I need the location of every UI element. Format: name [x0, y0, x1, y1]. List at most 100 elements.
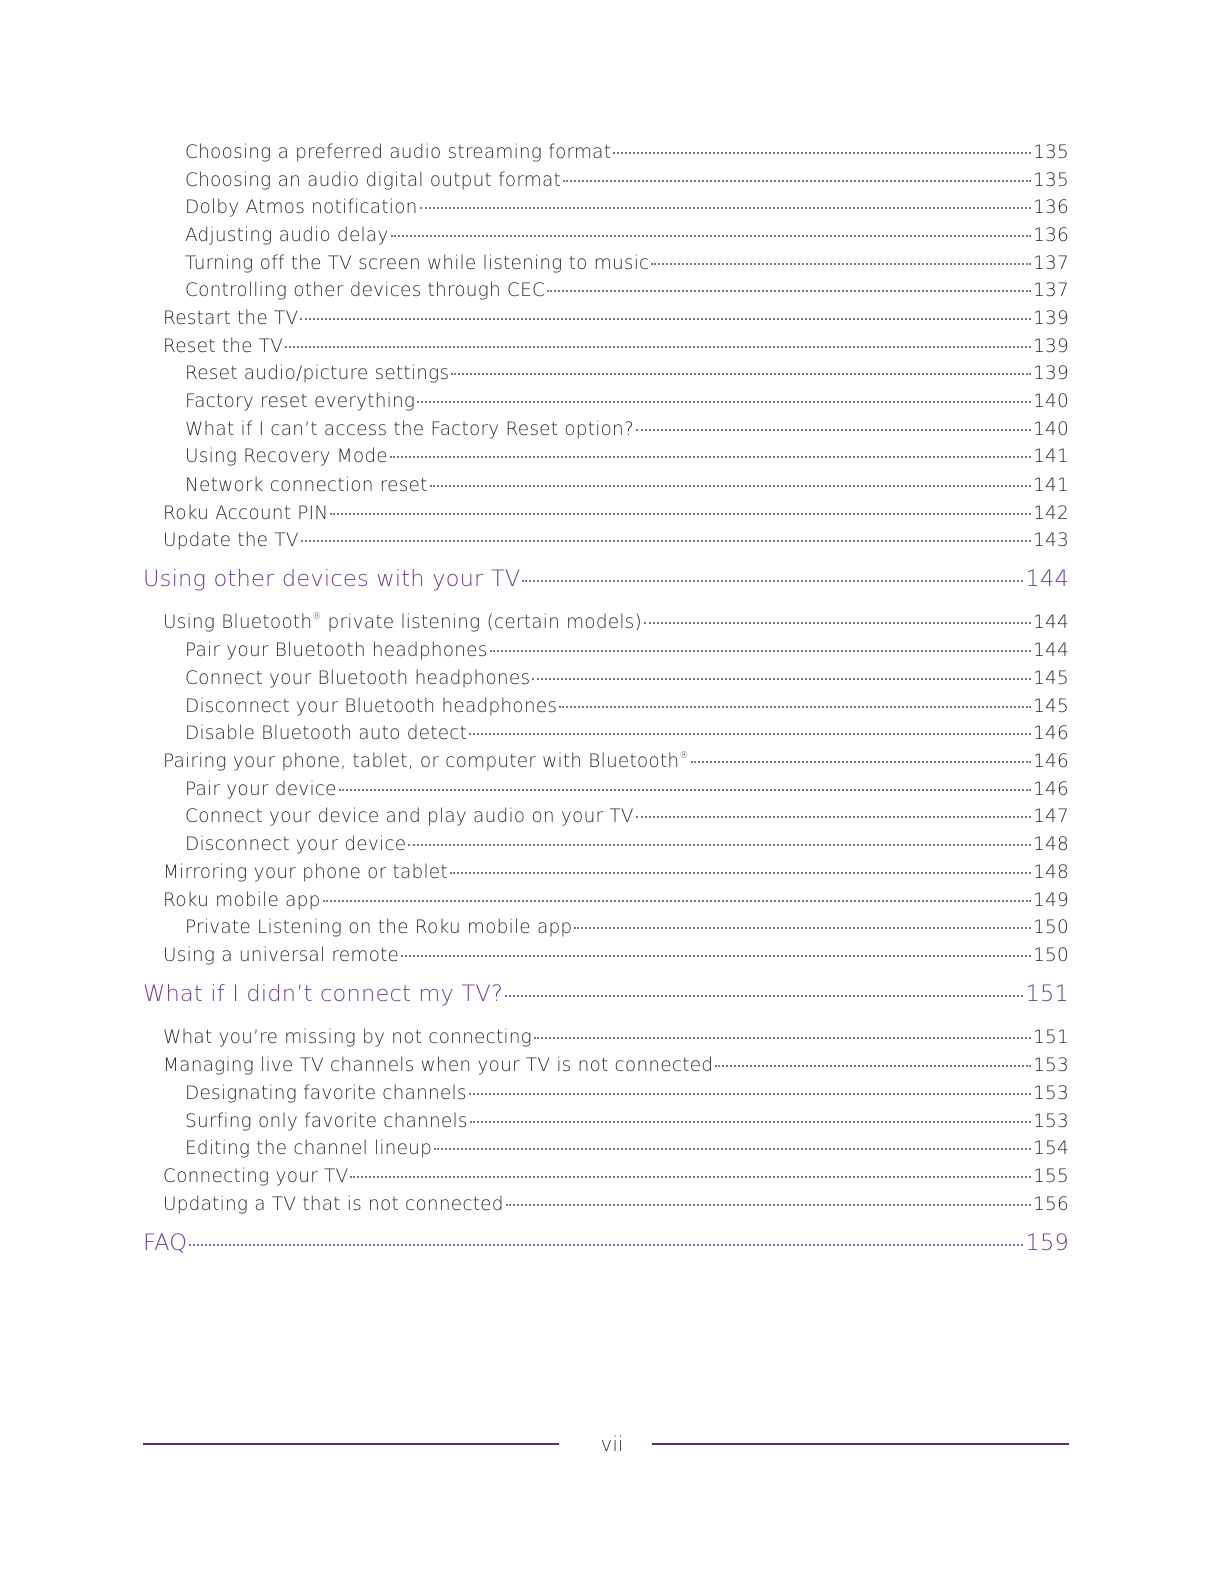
- dot-leader: [338, 789, 1032, 791]
- toc-page-number: 139: [1033, 363, 1069, 384]
- toc-section-heading[interactable]: What if I didn’t connect my TV? 151: [143, 981, 1069, 1007]
- toc-page-number: 150: [1033, 917, 1069, 938]
- toc-entry[interactable]: Reset the TV 139: [163, 336, 1069, 357]
- dot-leader: [350, 1176, 1032, 1178]
- toc-page-number: 137: [1033, 253, 1069, 274]
- toc-entry-title: Factory reset everything: [185, 391, 416, 412]
- toc-entry[interactable]: Managing live TV channels when your TV i…: [163, 1055, 1069, 1076]
- toc-entry[interactable]: Designating favorite channels 153: [185, 1083, 1069, 1104]
- toc-page-number: 143: [1033, 530, 1069, 551]
- toc-entry[interactable]: Reset audio/picture settings 139: [185, 363, 1069, 384]
- toc-entry[interactable]: Update the TV 143: [163, 530, 1069, 551]
- toc-entry-title: Surfing only favorite channels: [185, 1111, 468, 1132]
- dot-leader: [522, 580, 1024, 582]
- toc-entry[interactable]: Updating a TV that is not connected 156: [163, 1194, 1069, 1215]
- toc-entry[interactable]: Using Recovery Mode 141: [185, 446, 1069, 467]
- toc-section-heading[interactable]: Using other devices with your TV 144: [143, 566, 1069, 592]
- toc-entry-title: Using a universal remote: [163, 945, 400, 966]
- dot-leader: [547, 290, 1032, 292]
- dot-leader: [505, 995, 1024, 997]
- toc-entry-title: What you’re missing by not connecting: [163, 1027, 532, 1048]
- toc-page-number: 142: [1033, 503, 1069, 524]
- toc-section-heading[interactable]: FAQ 159: [143, 1230, 1069, 1256]
- dot-leader: [408, 844, 1032, 846]
- dot-leader: [300, 318, 1032, 320]
- toc-entry[interactable]: Disable Bluetooth auto detect 146: [185, 723, 1069, 744]
- toc-entry-title: Choosing a preferred audio streaming for…: [185, 142, 612, 163]
- toc-entry[interactable]: Network connection reset 141: [185, 475, 1069, 496]
- toc-page-number: 148: [1033, 862, 1069, 883]
- toc-entry-title: What if I didn’t connect my TV?: [143, 981, 504, 1007]
- dot-leader: [434, 1148, 1032, 1150]
- registered-mark: ®: [679, 751, 689, 761]
- toc-page-number: 144: [1033, 640, 1069, 661]
- dot-leader: [651, 263, 1032, 265]
- toc-entry[interactable]: Connecting your TV 155: [163, 1166, 1069, 1187]
- toc-page-number: 145: [1033, 668, 1069, 689]
- dot-leader: [690, 761, 1032, 763]
- toc-page-number: 136: [1033, 197, 1069, 218]
- toc-entry-title: Disconnect your device: [185, 834, 407, 855]
- dot-leader: [469, 1121, 1032, 1123]
- toc-entry[interactable]: What you’re missing by not connecting 151: [163, 1027, 1069, 1048]
- toc-entry[interactable]: Using Bluetooth® private listening (cert…: [163, 612, 1069, 633]
- toc-entry[interactable]: Pair your device 146: [185, 779, 1069, 800]
- toc-page-number: 145: [1033, 696, 1069, 717]
- dot-leader: [715, 1065, 1032, 1067]
- toc-entry[interactable]: Disconnect your Bluetooth headphones 145: [185, 696, 1069, 717]
- toc-page-number: 159: [1025, 1230, 1069, 1256]
- toc-entry[interactable]: Pairing your phone, tablet, or computer …: [163, 751, 1069, 772]
- dot-leader: [468, 1093, 1032, 1095]
- toc-entry[interactable]: Roku Account PIN 142: [163, 503, 1069, 524]
- toc-page-number: 153: [1033, 1055, 1069, 1076]
- toc-entry[interactable]: Mirroring your phone or tablet 148: [163, 862, 1069, 883]
- toc-entry[interactable]: What if I can’t access the Factory Reset…: [185, 419, 1069, 440]
- toc-page-number: 147: [1033, 806, 1069, 827]
- toc-page-number: 144: [1033, 612, 1069, 633]
- toc-page-number: 139: [1033, 336, 1069, 357]
- toc-entry[interactable]: Editing the channel lineup 154: [185, 1138, 1069, 1159]
- toc-entry[interactable]: Disconnect your device 148: [185, 834, 1069, 855]
- registered-mark: ®: [312, 612, 322, 622]
- toc-page-number: 140: [1033, 391, 1069, 412]
- toc-entry[interactable]: Dolby Atmos notification 136: [185, 197, 1069, 218]
- toc-page-number: 141: [1033, 475, 1069, 496]
- dot-leader: [419, 207, 1032, 209]
- dot-leader: [429, 485, 1032, 487]
- toc-entry[interactable]: Factory reset everything 140: [185, 391, 1069, 412]
- toc-entry-title: Dolby Atmos notification: [185, 197, 418, 218]
- dot-leader: [390, 235, 1032, 237]
- toc-page-number: 154: [1033, 1138, 1069, 1159]
- toc-page-number: 140: [1033, 419, 1069, 440]
- toc-entry[interactable]: Roku mobile app 149: [163, 890, 1069, 911]
- toc-entry[interactable]: Turning off the TV screen while listenin…: [185, 253, 1069, 274]
- toc-entry[interactable]: Restart the TV 139: [163, 308, 1069, 329]
- toc-entry[interactable]: Choosing a preferred audio streaming for…: [185, 142, 1069, 163]
- dot-leader: [532, 678, 1032, 680]
- toc-page-number: 141: [1033, 446, 1069, 467]
- toc-entry-title: Roku Account PIN: [163, 503, 329, 524]
- toc-entry[interactable]: Choosing an audio digital output format 1…: [185, 170, 1069, 191]
- page-number: vii: [600, 1432, 624, 1456]
- dot-leader: [613, 152, 1032, 154]
- toc-page-number: 155: [1033, 1166, 1069, 1187]
- toc-entry[interactable]: Connect your Bluetooth headphones 145: [185, 668, 1069, 689]
- toc-entry-title: Managing live TV channels when your TV i…: [163, 1055, 714, 1076]
- toc-entry-title: Choosing an audio digital output format: [185, 170, 562, 191]
- toc-page-number: 135: [1033, 170, 1069, 191]
- dot-leader: [574, 927, 1032, 929]
- dot-leader: [559, 706, 1032, 708]
- dot-leader: [505, 1204, 1032, 1206]
- toc-entry-title: Connecting your TV: [163, 1166, 349, 1187]
- toc-entry[interactable]: Connect your device and play audio on yo…: [185, 806, 1069, 827]
- toc-page-number: 139: [1033, 308, 1069, 329]
- toc-entry-title: Private Listening on the Roku mobile app: [185, 917, 573, 938]
- toc-page-number: 146: [1033, 779, 1069, 800]
- toc-entry[interactable]: Adjusting audio delay 136: [185, 225, 1069, 246]
- toc-entry[interactable]: Pair your Bluetooth headphones 144: [185, 640, 1069, 661]
- toc-entry[interactable]: Controlling other devices through CEC 137: [185, 280, 1069, 301]
- toc-entry[interactable]: Surfing only favorite channels 153: [185, 1111, 1069, 1132]
- toc-entry[interactable]: Using a universal remote 150: [163, 945, 1069, 966]
- toc-entry[interactable]: Private Listening on the Roku mobile app…: [185, 917, 1069, 938]
- dot-leader: [489, 650, 1032, 652]
